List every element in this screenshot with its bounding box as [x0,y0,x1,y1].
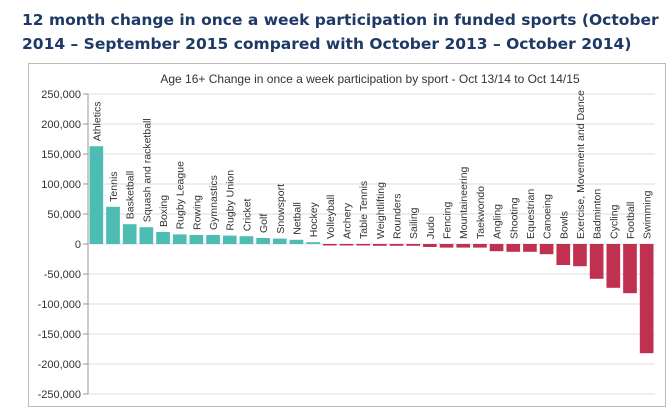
bar-cricket [239,236,254,244]
category-label: Archery [341,202,353,239]
bar-badminton [589,244,604,279]
category-label: Taekwondo [475,186,487,239]
bar-fencing [439,244,454,248]
bar-gymnastics [206,235,220,244]
bar-angling [489,244,504,252]
category-label: Boxing [158,195,170,227]
y-tick-label: -150,000 [38,329,81,341]
bar-equestrian [523,244,537,252]
category-label: Fencing [442,201,454,239]
category-label: Exercise, Movement and Dance [575,90,587,239]
bar-netball [289,239,304,244]
category-label: Badminton [592,189,604,239]
category-label: Athletics [91,102,103,142]
category-label: Weightlifting [375,182,387,239]
chart-title: Age 16+ Change in once a week participat… [160,72,580,86]
bar-snowsport [272,238,287,244]
category-label: Volleyball [325,195,337,239]
category-label: Judo [425,216,437,239]
category-label: Swimming [642,190,654,239]
bar-rugby-league [172,234,187,244]
category-label: Angling [492,204,504,239]
bar-taekwondo [473,244,487,248]
category-label: Snowsport [275,184,287,234]
bar-basketball [122,224,137,244]
category-label: Shooting [508,197,520,239]
category-label: Cricket [241,198,253,231]
bar-athletics [89,146,104,244]
y-tick-label: 200,000 [41,119,81,131]
category-label: Hockey [308,201,320,237]
y-tick-label: 50,000 [47,209,81,221]
bar-golf [256,238,270,244]
bar-rowing [189,235,204,244]
y-tick-label: -200,000 [38,359,81,371]
category-label: Golf [258,214,270,233]
chart-frame [28,63,666,407]
category-label: Rugby Union [225,170,237,231]
bar-football [623,244,637,294]
y-tick-label: 250,000 [41,89,81,101]
page-title: 12 month change in once a week participa… [22,11,659,53]
bar-sailing [406,244,421,246]
bar-boxing [156,232,170,244]
category-label: Gymnastics [208,175,220,230]
category-label: Equestrian [525,189,537,239]
y-tick-label: -250,000 [38,389,81,401]
bar-tennis [106,206,120,244]
category-label: Football [625,202,637,239]
category-label: Canoeing [542,194,554,239]
bar-hockey [306,242,320,244]
y-tick-label: -50,000 [44,269,81,281]
category-label: Cycling [608,204,620,239]
bar-swimming [639,244,654,354]
bar-archery [339,244,354,246]
bar-judo [423,244,437,247]
category-label: Rugby League [175,161,187,229]
bar-cycling [606,244,621,288]
bar-table-tennis [356,244,370,246]
bar-rugby-union [222,235,237,244]
bar-shooting [506,244,521,252]
bar-rounders [389,244,404,246]
category-label: Bowls [558,211,570,239]
bar-exercise-movement-and-dance [573,244,587,267]
bar-volleyball [322,244,337,246]
category-label: Mountaineering [458,166,470,239]
y-tick-label: -100,000 [38,299,81,311]
category-label: Sailing [408,207,420,239]
bar-mountaineering [456,244,471,248]
y-tick-label: 100,000 [41,179,81,191]
bar-squash-and-racketball [139,227,154,244]
y-tick-label: 150,000 [41,149,81,161]
bar-bowls [556,244,571,265]
y-tick-label: 0 [75,239,81,251]
category-label: Tennis [108,171,120,201]
category-label: Rowing [191,195,203,230]
category-label: Table Tennis [358,181,370,239]
bar-canoeing [539,244,554,255]
bar-weightlifting [373,244,387,246]
category-label: Rounders [392,193,404,239]
category-label: Netball [291,202,303,235]
category-label: Squash and racketball [141,118,153,222]
category-label: Basketball [125,171,137,219]
